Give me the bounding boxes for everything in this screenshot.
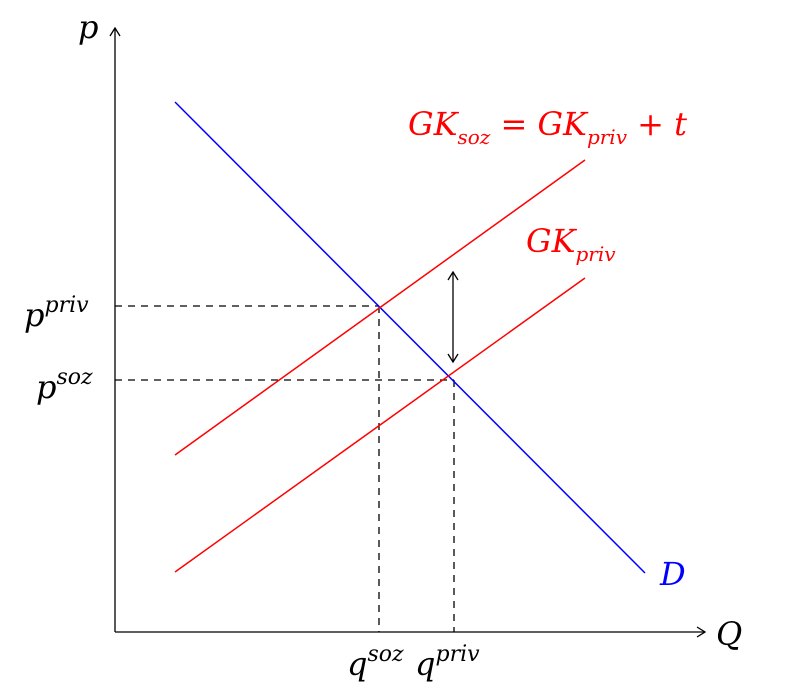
q-soz-label: qsoz — [347, 642, 404, 683]
p-soz-label: psoz — [36, 365, 93, 406]
demand-curve — [174, 101, 646, 574]
p-priv-label: ppriv — [24, 293, 89, 334]
private-cost-label: GKpriv — [526, 222, 616, 266]
demand-label: D — [659, 555, 686, 593]
private-cost-curve — [174, 277, 586, 573]
social-cost-curve — [174, 159, 586, 456]
y-axis-label: p — [78, 8, 98, 46]
q-priv-label: qpriv — [415, 642, 480, 683]
x-axis-label: Q — [716, 615, 742, 653]
social-cost-label: GKsoz = GKpriv + t — [408, 105, 687, 149]
